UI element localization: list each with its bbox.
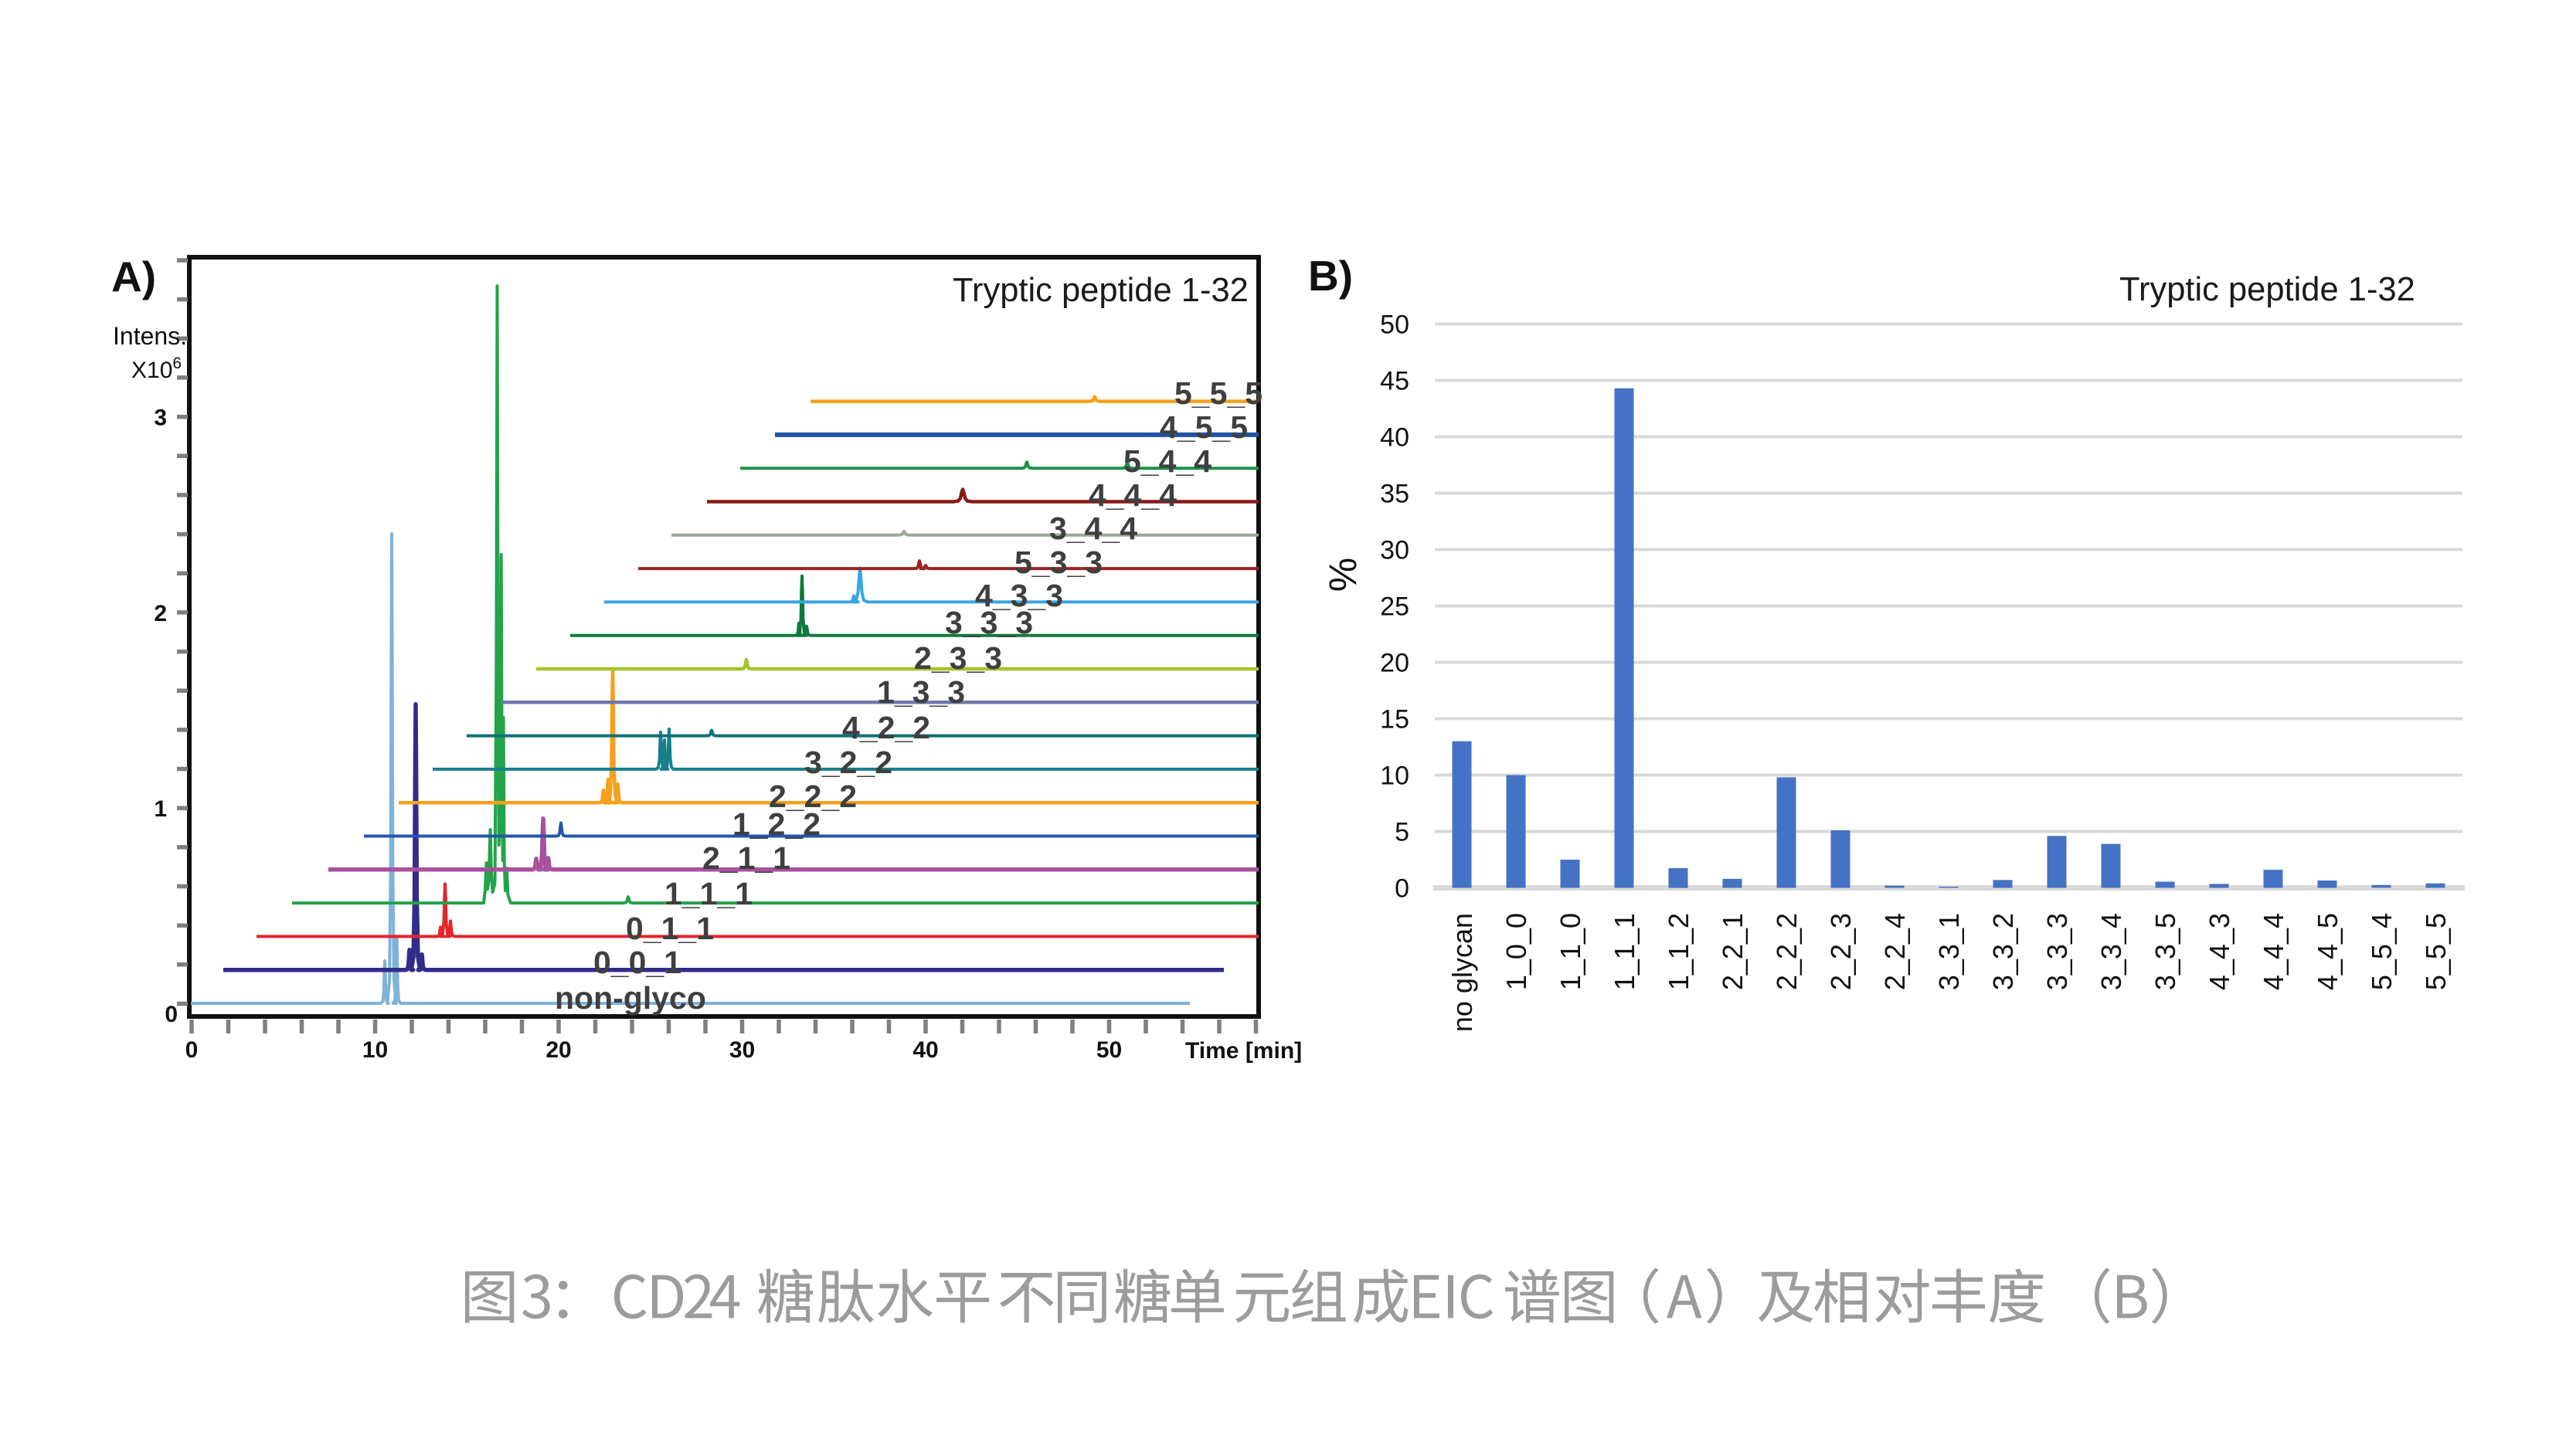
- svg-text:5_4_4: 5_4_4: [1123, 443, 1212, 479]
- svg-text:1_1_0: 1_1_0: [1555, 913, 1586, 990]
- svg-text:4_2_2: 4_2_2: [842, 710, 930, 745]
- svg-text:3: 3: [154, 406, 167, 431]
- svg-text:3_4_4: 3_4_4: [1049, 511, 1137, 546]
- svg-text:25: 25: [1380, 592, 1409, 622]
- svg-text:4_5_5: 4_5_5: [1160, 409, 1248, 445]
- svg-text:A): A): [111, 253, 156, 300]
- svg-text:2_2_2: 2_2_2: [1771, 913, 1803, 990]
- svg-text:0_0_1: 0_0_1: [593, 945, 681, 980]
- svg-text:2: 2: [154, 601, 167, 626]
- svg-text:non-glyco: non-glyco: [555, 980, 706, 1016]
- svg-text:1_3_3: 1_3_3: [877, 674, 965, 710]
- svg-text:0_1_1: 0_1_1: [626, 911, 714, 946]
- svg-text:0: 0: [165, 1002, 178, 1027]
- svg-text:1_0_0: 1_0_0: [1500, 913, 1532, 990]
- svg-text:30: 30: [729, 1037, 755, 1063]
- svg-text:50: 50: [1096, 1037, 1122, 1063]
- svg-text:2_2_2: 2_2_2: [769, 779, 857, 814]
- svg-text:20: 20: [545, 1037, 571, 1063]
- svg-text:4_4_3: 4_4_3: [2204, 913, 2235, 990]
- svg-text:0: 0: [1395, 874, 1409, 904]
- svg-text:3_3_3: 3_3_3: [2041, 913, 2073, 990]
- svg-text:Tryptic peptide 1-32: Tryptic peptide 1-32: [953, 272, 1249, 309]
- svg-text:3_3_5: 3_3_5: [2149, 913, 2181, 990]
- svg-text:2_1_1: 2_1_1: [702, 840, 790, 876]
- svg-text:40: 40: [912, 1037, 938, 1063]
- svg-text:4_4_4: 4_4_4: [1089, 477, 1177, 513]
- svg-text:5_3_3: 5_3_3: [1014, 545, 1103, 580]
- svg-text:50: 50: [1380, 310, 1409, 340]
- svg-text:35: 35: [1380, 480, 1409, 509]
- svg-text:%: %: [1321, 558, 1364, 592]
- svg-text:5_5_4: 5_5_4: [2366, 913, 2398, 990]
- svg-text:40: 40: [1380, 423, 1409, 453]
- svg-text:1: 1: [154, 796, 167, 822]
- svg-text:5_5_5: 5_5_5: [2420, 913, 2452, 990]
- svg-text:Time [min]: Time [min]: [1185, 1038, 1302, 1064]
- svg-text:3_3_1: 3_3_1: [1933, 913, 1965, 990]
- svg-text:no glycan: no glycan: [1446, 913, 1478, 1032]
- svg-text:1_1_2: 1_1_2: [1663, 913, 1694, 990]
- svg-text:30: 30: [1380, 536, 1409, 565]
- svg-text:20: 20: [1380, 649, 1409, 678]
- svg-text:2_3_3: 2_3_3: [914, 640, 1002, 676]
- svg-text:2_2_1: 2_2_1: [1717, 913, 1748, 990]
- svg-text:5_5_5: 5_5_5: [1174, 375, 1263, 411]
- svg-text:4_4_4: 4_4_4: [2258, 913, 2289, 990]
- svg-text:10: 10: [362, 1037, 388, 1063]
- svg-text:4_4_5: 4_4_5: [2312, 913, 2343, 990]
- svg-text:2_2_4: 2_2_4: [1879, 913, 1911, 990]
- svg-text:0: 0: [185, 1037, 199, 1063]
- svg-text:B): B): [1308, 252, 1353, 300]
- svg-text:1_1_1: 1_1_1: [664, 876, 753, 911]
- svg-text:3_2_2: 3_2_2: [804, 745, 892, 780]
- svg-text:3_3_3: 3_3_3: [945, 605, 1033, 640]
- svg-text:2_2_3: 2_2_3: [1825, 913, 1857, 990]
- svg-text:3_3_4: 3_3_4: [2095, 913, 2127, 990]
- svg-text:1_2_2: 1_2_2: [732, 806, 821, 842]
- svg-text:15: 15: [1380, 705, 1409, 735]
- svg-text:45: 45: [1380, 367, 1409, 396]
- svg-text:Intens.: Intens.: [113, 322, 187, 350]
- svg-text:1_1_1: 1_1_1: [1609, 913, 1640, 990]
- svg-text:3_3_2: 3_3_2: [1987, 913, 2019, 990]
- svg-text:5: 5: [1395, 818, 1409, 847]
- svg-text:4_3_3: 4_3_3: [975, 578, 1063, 613]
- svg-text:10: 10: [1380, 762, 1409, 791]
- svg-text:Tryptic peptide 1-32: Tryptic peptide 1-32: [2119, 271, 2415, 308]
